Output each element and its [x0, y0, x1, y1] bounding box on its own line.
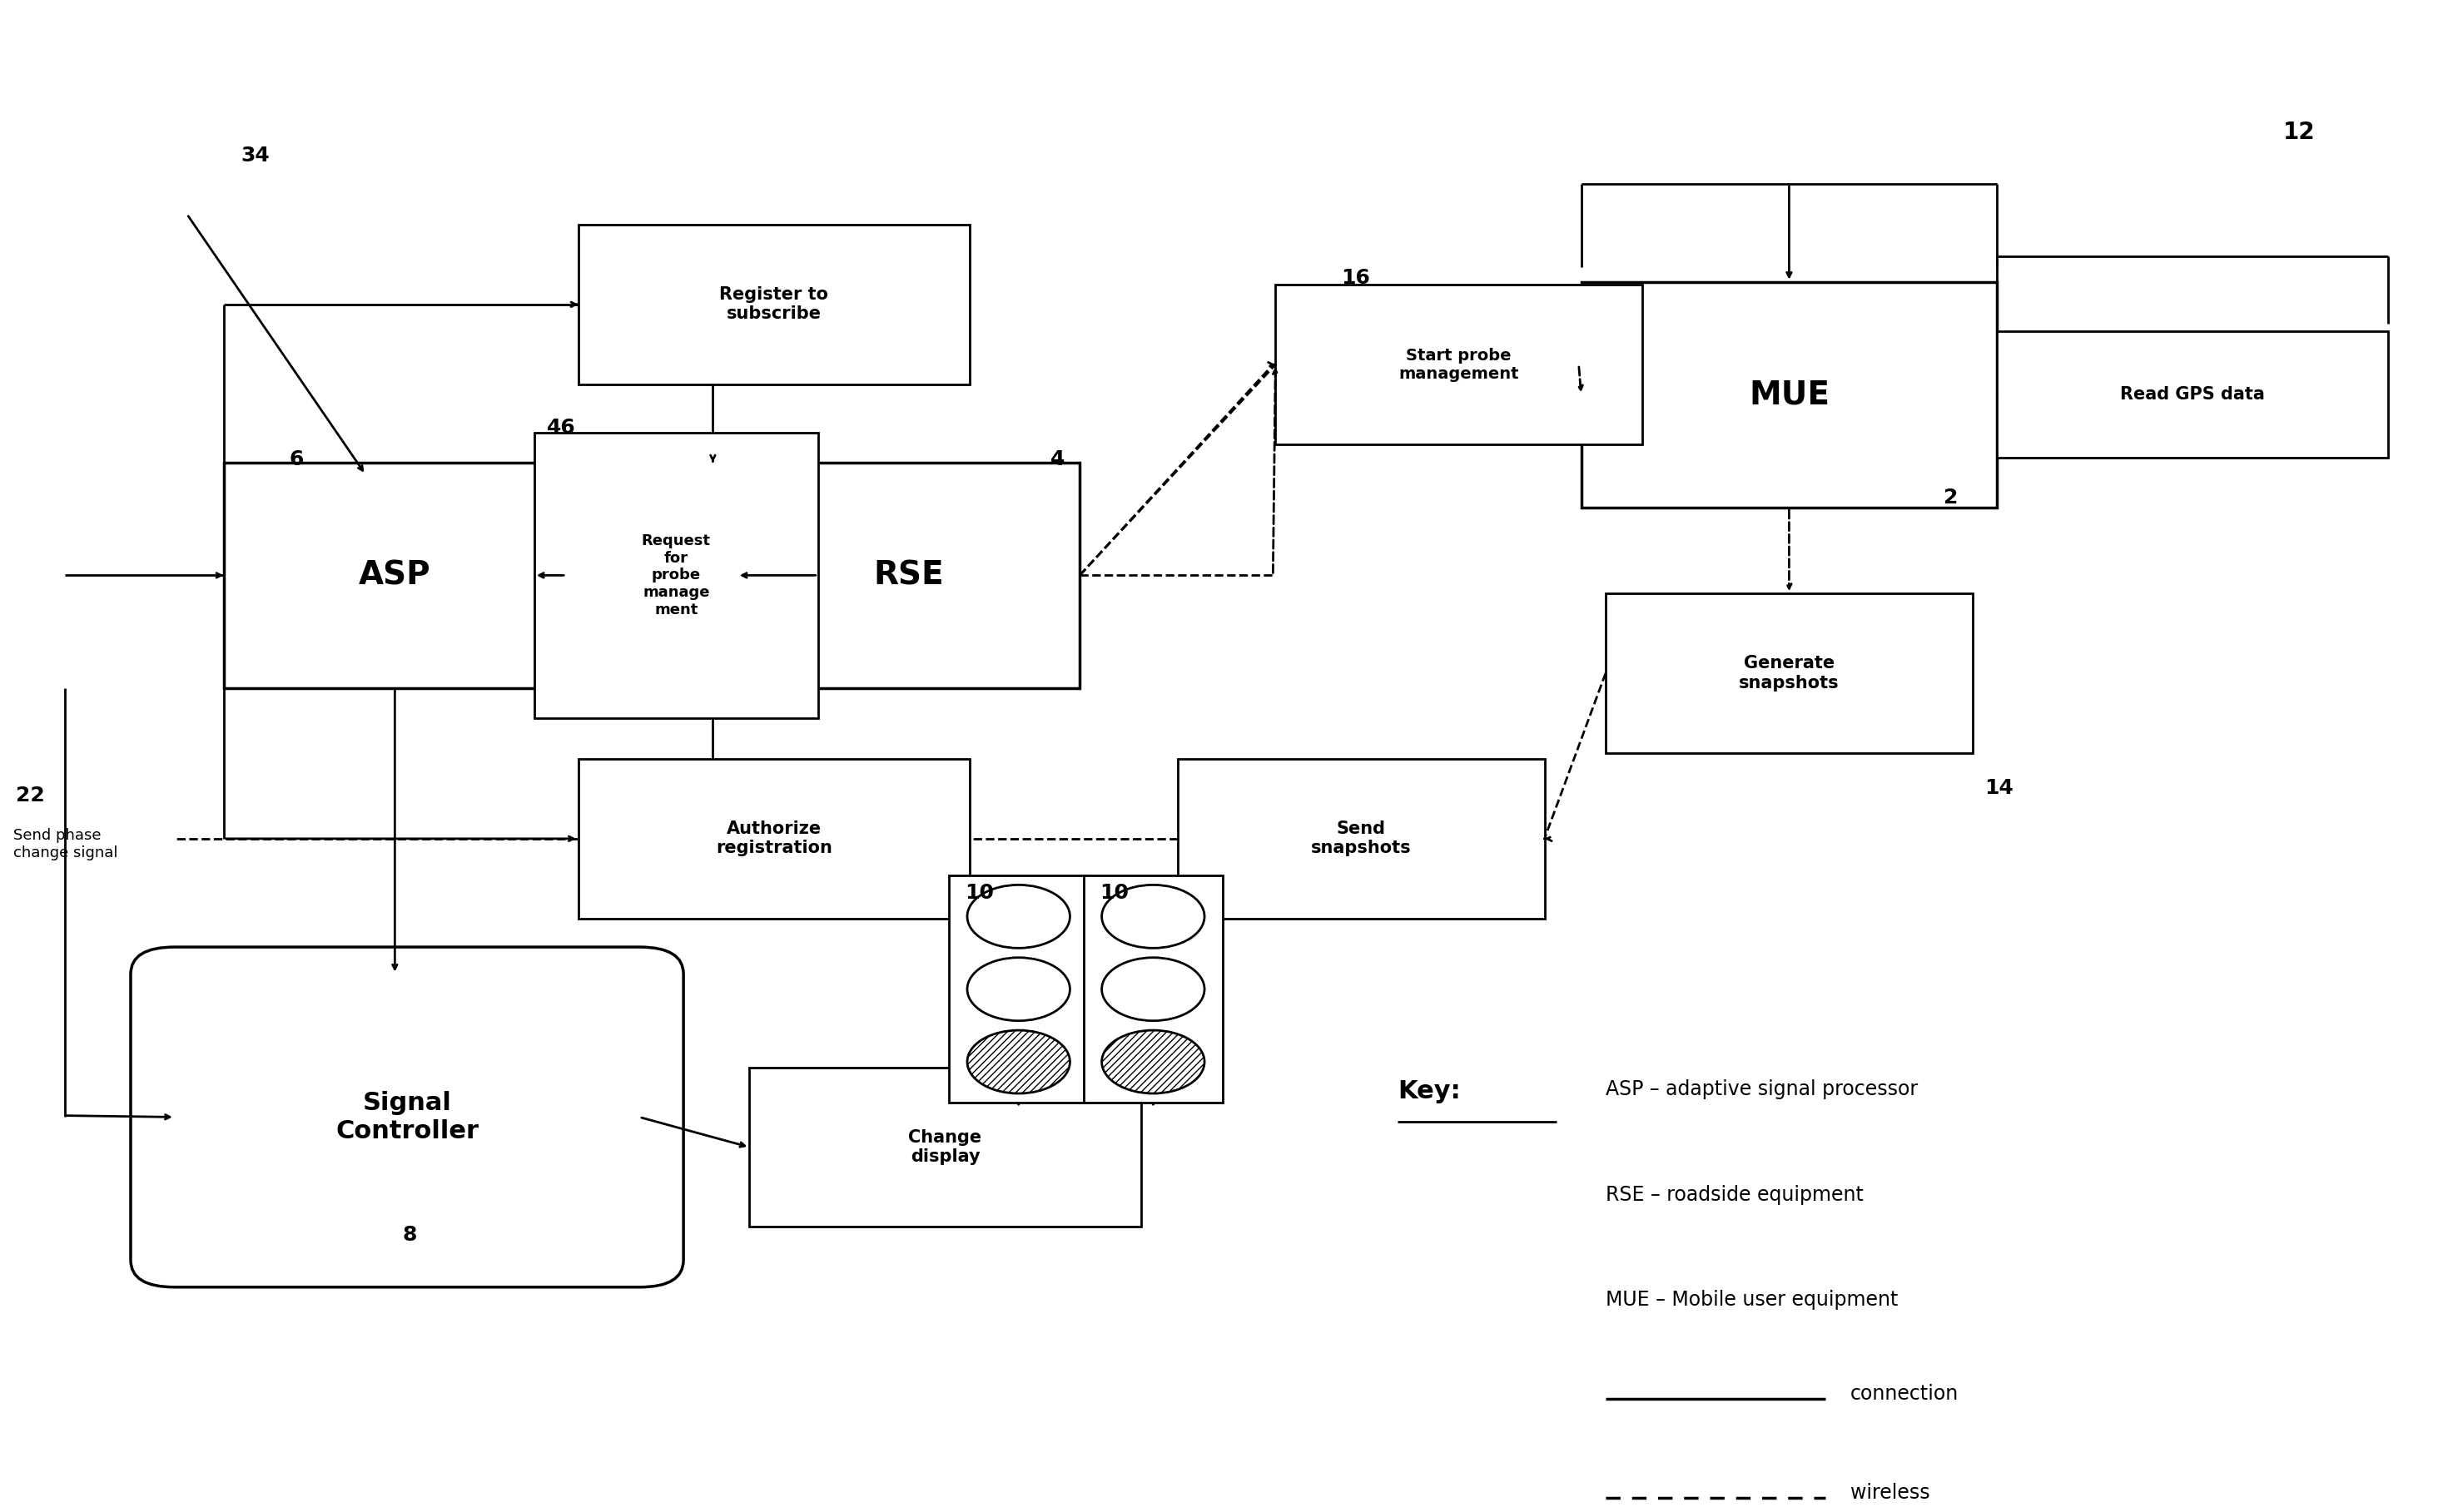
Bar [949, 875, 1089, 1102]
Text: Send phase
change signal: Send phase change signal [12, 829, 118, 860]
Text: Send
snapshots: Send snapshots [1310, 821, 1410, 857]
Text: wireless: wireless [1850, 1483, 1931, 1503]
Text: 2: 2 [1943, 487, 1957, 507]
Text: 34: 34 [240, 145, 270, 166]
Text: ASP: ASP [358, 559, 432, 591]
Bar [579, 225, 969, 384]
Text: 4: 4 [1050, 449, 1065, 470]
Text: 14: 14 [1984, 777, 2014, 798]
Text: Change
display: Change display [908, 1129, 981, 1166]
Bar [1177, 759, 1545, 918]
FancyBboxPatch shape [130, 947, 684, 1287]
Text: Request
for
probe
manage
ment: Request for probe manage ment [643, 534, 711, 617]
Bar [1582, 281, 1997, 508]
Text: RSE – roadside equipment: RSE – roadside equipment [1607, 1185, 1864, 1205]
Text: connection: connection [1850, 1383, 1957, 1403]
Text: 6: 6 [289, 449, 304, 470]
Text: Read GPS data: Read GPS data [2119, 387, 2264, 404]
Bar [579, 759, 969, 918]
Bar [535, 432, 817, 718]
Circle shape [1101, 957, 1204, 1021]
Text: 8: 8 [402, 1225, 417, 1244]
Text: ASP – adaptive signal processor: ASP – adaptive signal processor [1607, 1080, 1918, 1099]
Circle shape [966, 885, 1070, 948]
Circle shape [966, 1030, 1070, 1093]
Text: 22: 22 [15, 785, 44, 806]
Text: MUE – Mobile user equipment: MUE – Mobile user equipment [1607, 1290, 1899, 1309]
Text: RSE: RSE [873, 559, 944, 591]
Text: MUE: MUE [1749, 380, 1830, 411]
Text: Signal
Controller: Signal Controller [336, 1092, 478, 1143]
Text: Generate
snapshots: Generate snapshots [1739, 655, 1840, 691]
Text: Key:: Key: [1398, 1080, 1462, 1104]
Text: 10: 10 [964, 883, 993, 903]
Text: 10: 10 [1099, 883, 1128, 903]
Text: 46: 46 [547, 417, 576, 438]
Bar [1276, 284, 1644, 445]
Circle shape [1101, 885, 1204, 948]
Bar [738, 463, 1079, 688]
Bar [1997, 331, 2389, 458]
Text: 16: 16 [1342, 268, 1371, 287]
Bar [751, 1067, 1141, 1226]
Circle shape [966, 957, 1070, 1021]
Text: Register to
subscribe: Register to subscribe [719, 286, 829, 322]
Text: Authorize
registration: Authorize registration [716, 821, 832, 857]
Text: Start probe
management: Start probe management [1398, 348, 1518, 381]
Circle shape [1101, 1030, 1204, 1093]
Bar [1607, 593, 1972, 753]
Bar [1084, 875, 1222, 1102]
Text: 12: 12 [2284, 121, 2316, 144]
Bar [223, 463, 567, 688]
